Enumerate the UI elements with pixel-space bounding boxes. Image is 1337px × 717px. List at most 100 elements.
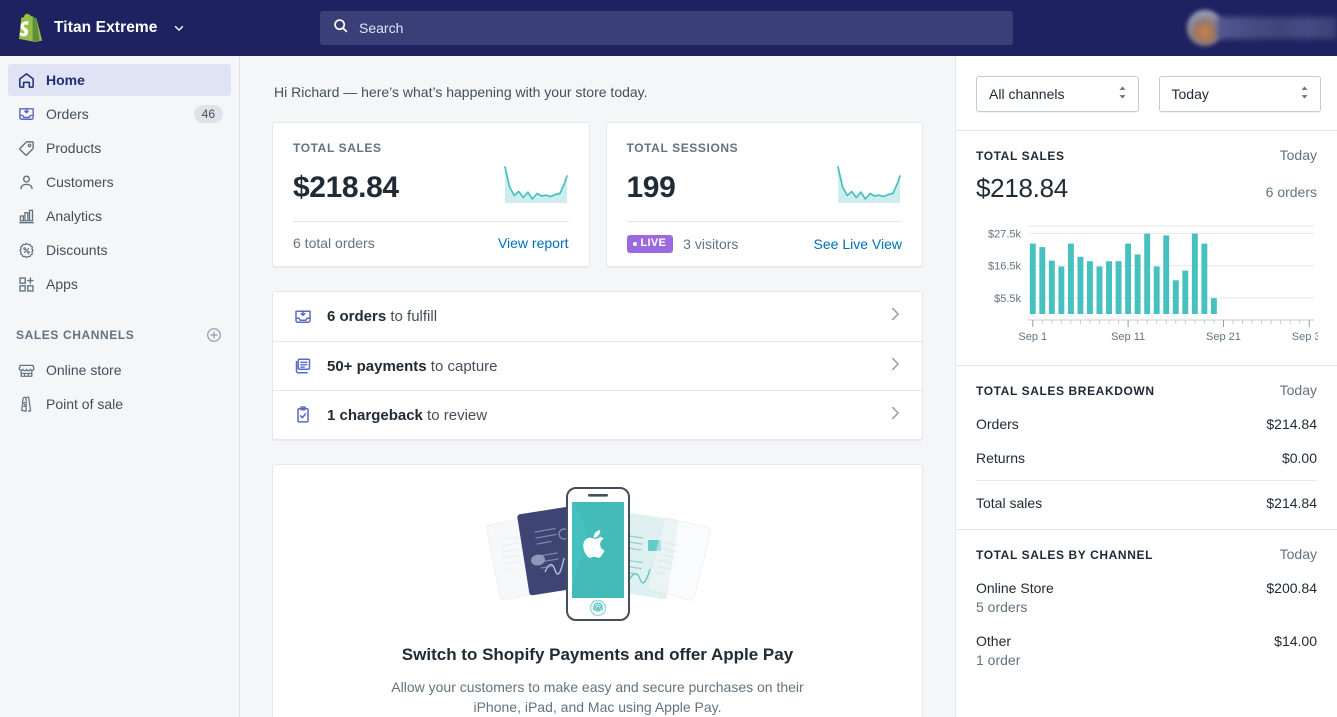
total-sales-card: TOTAL SALES $218.84 6 total orders View … — [272, 122, 590, 267]
sales-channels-header: SALES CHANNELS — [16, 326, 223, 344]
sidebar-item-products[interactable]: Products — [8, 132, 231, 164]
card-label: TOTAL SESSIONS — [626, 141, 739, 155]
account-menu[interactable] — [1183, 0, 1337, 56]
card-value: $218.84 — [293, 171, 399, 204]
breakdown-row-returns: Returns $0.00 — [976, 450, 1317, 466]
sidebar-item-label: Analytics — [46, 208, 103, 224]
search-icon — [332, 17, 349, 39]
section-header: TOTAL SALES BREAKDOWN Today — [976, 382, 1317, 398]
section-title: TOTAL SALES — [976, 149, 1065, 163]
store-switcher[interactable]: Titan Extreme — [0, 13, 240, 43]
svg-text:Sep 1: Sep 1 — [1018, 331, 1047, 342]
svg-text:$5.5k: $5.5k — [994, 293, 1021, 305]
sidebar-item-home[interactable]: Home — [8, 64, 231, 96]
card-value: 199 — [626, 171, 676, 204]
row-value: $214.84 — [1266, 416, 1317, 432]
total-sales-by-channel-section: TOTAL SALES BY CHANNEL Today Online Stor… — [956, 529, 1337, 686]
sales-channels-title: SALES CHANNELS — [16, 328, 135, 342]
svg-text:$27.5k: $27.5k — [988, 228, 1022, 240]
task-label: 1 chargeback to review — [327, 407, 872, 424]
sidebar-item-point-of-sale[interactable]: Point of sale — [8, 388, 231, 420]
task-strong: 50+ payments — [327, 357, 427, 375]
breakdown-row-orders: Orders $214.84 — [976, 416, 1317, 432]
chevron-right-icon — [886, 404, 904, 427]
row-value: $0.00 — [1281, 450, 1317, 466]
orders-count-badge: 46 — [193, 105, 223, 123]
section-timeframe: Today — [1279, 382, 1317, 398]
total-sales-value: $218.84 — [976, 173, 1068, 203]
plus-circle-icon[interactable] — [205, 326, 223, 344]
task-row-chargeback-to-review[interactable]: 1 chargeback to review — [273, 390, 922, 439]
search-placeholder: Search — [359, 20, 404, 36]
row-value: $214.84 — [1266, 495, 1317, 511]
card-label: TOTAL SALES — [293, 141, 382, 155]
apple-pay-promo-card: Switch to Shopify Payments and offer App… — [272, 464, 923, 717]
section-timeframe: Today — [1279, 546, 1317, 562]
sidebar-item-online-store[interactable]: Online store — [8, 354, 231, 386]
sidebar-item-label: Online store — [46, 362, 122, 378]
svg-text:Sep 21: Sep 21 — [1206, 331, 1241, 342]
panel-filters: All channels Today — [956, 56, 1337, 130]
section-header: TOTAL SALES BY CHANNEL Today — [976, 546, 1317, 562]
sidebar-item-customers[interactable]: Customers — [8, 166, 231, 198]
card-value-row: $218.84 — [293, 155, 569, 221]
chevron-down-icon[interactable] — [172, 21, 186, 35]
channel-order-count: 5 orders — [976, 599, 1028, 615]
sidebar-item-orders[interactable]: Orders 46 — [8, 98, 231, 130]
task-label: 50+ payments to capture — [327, 358, 872, 375]
card-footer: LIVE 3 visitors See Live View — [626, 221, 902, 266]
view-report-link[interactable]: View report — [497, 235, 569, 251]
sidebar-item-discounts[interactable]: Discounts — [8, 234, 231, 266]
kpi-card-row: TOTAL SALES $218.84 6 total orders View … — [272, 122, 923, 267]
task-rest: to review — [422, 406, 488, 424]
channel-filter-select[interactable]: All channels — [976, 76, 1139, 112]
store-name: Titan Extreme — [54, 19, 158, 36]
task-rest: to capture — [426, 357, 498, 375]
total-sales-breakdown-section: TOTAL SALES BREAKDOWN Today Orders $214.… — [956, 365, 1337, 529]
task-label: 6 orders to fulfill — [327, 308, 872, 325]
date-range-filter-select[interactable]: Today — [1158, 76, 1321, 112]
row-label: Online Store — [976, 580, 1054, 596]
sidebar: Home Orders 46 — [0, 56, 240, 717]
channel-main-row: Other $14.00 — [976, 633, 1317, 649]
sales-sparkline-chart — [503, 165, 569, 205]
section-header: TOTAL SALES Today — [976, 147, 1317, 163]
row-value: $14.00 — [1274, 633, 1317, 649]
chevron-right-icon — [886, 355, 904, 378]
section-title: TOTAL SALES BY CHANNEL — [976, 548, 1153, 562]
discount-badge-icon — [16, 240, 36, 260]
task-strong: 1 chargeback — [327, 406, 423, 424]
chevron-right-icon — [886, 305, 904, 328]
total-sales-bar-chart: $5.5k $16.5k $27.5k Sep 1 Sep 11 Sep 21 Sep 30 — [976, 222, 1327, 347]
search-container: Search — [320, 11, 1013, 45]
task-row-payments-to-capture[interactable]: 50+ payments to capture — [273, 341, 922, 390]
select-chevrons-icon — [1299, 85, 1310, 104]
sidebar-item-label: Discounts — [46, 242, 108, 258]
tag-icon — [16, 138, 36, 158]
sidebar-item-label: Apps — [46, 276, 78, 292]
section-value-row: $218.84 6 orders — [976, 173, 1317, 204]
channel-row-online-store: Online Store $200.84 5 orders — [976, 580, 1317, 615]
sidebar-item-analytics[interactable]: Analytics — [8, 200, 231, 232]
select-chevrons-icon — [1117, 85, 1128, 104]
bar-chart-icon — [16, 206, 36, 226]
orders-inbox-icon — [16, 104, 36, 124]
person-icon — [16, 172, 36, 192]
sidebar-item-label: Home — [46, 72, 85, 88]
svg-text:Sep 11: Sep 11 — [1111, 331, 1145, 342]
sidebar-item-apps[interactable]: Apps — [8, 268, 231, 300]
shopping-bag-icon — [16, 394, 36, 414]
section-title: TOTAL SALES BREAKDOWN — [976, 384, 1155, 398]
channel-order-count: 1 order — [976, 652, 1021, 668]
greeting-text: Hi Richard — here’s what’s happening wit… — [274, 84, 648, 100]
card-footer: 6 total orders View report — [293, 221, 569, 264]
sidebar-item-label: Orders — [46, 106, 89, 122]
search-input[interactable]: Search — [320, 11, 1013, 45]
channel-main-row: Online Store $200.84 — [976, 580, 1317, 596]
top-bar: Titan Extreme Search — [0, 0, 1337, 56]
total-orders-text: 6 total orders — [293, 235, 375, 251]
task-row-orders-to-fulfill[interactable]: 6 orders to fulfill — [273, 292, 922, 341]
section-timeframe: Today — [1279, 147, 1317, 163]
live-dot-icon — [632, 241, 637, 246]
see-live-view-link[interactable]: See Live View — [813, 236, 902, 252]
